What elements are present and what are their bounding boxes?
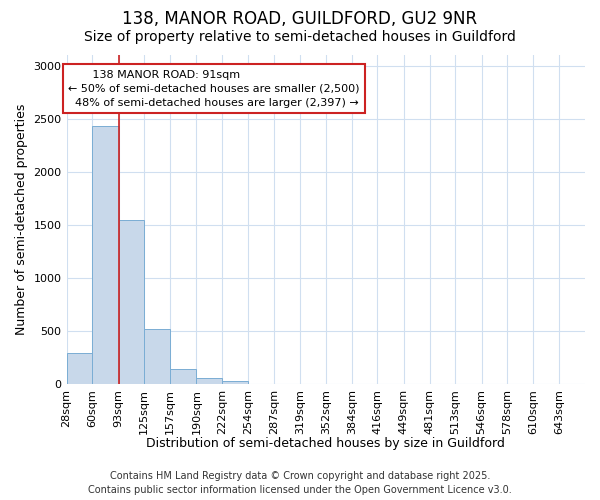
Bar bbox=[170, 370, 196, 384]
Bar bbox=[119, 220, 144, 384]
Bar bbox=[144, 329, 170, 384]
Y-axis label: Number of semi-detached properties: Number of semi-detached properties bbox=[15, 104, 28, 336]
Text: Size of property relative to semi-detached houses in Guildford: Size of property relative to semi-detach… bbox=[84, 30, 516, 44]
Text: 138 MANOR ROAD: 91sqm
← 50% of semi-detached houses are smaller (2,500)
  48% of: 138 MANOR ROAD: 91sqm ← 50% of semi-deta… bbox=[68, 70, 359, 108]
Bar bbox=[92, 126, 119, 384]
Text: Contains HM Land Registry data © Crown copyright and database right 2025.
Contai: Contains HM Land Registry data © Crown c… bbox=[88, 471, 512, 495]
Bar bbox=[67, 354, 92, 384]
Bar bbox=[196, 378, 222, 384]
Text: 138, MANOR ROAD, GUILDFORD, GU2 9NR: 138, MANOR ROAD, GUILDFORD, GU2 9NR bbox=[122, 10, 478, 28]
Bar bbox=[222, 381, 248, 384]
X-axis label: Distribution of semi-detached houses by size in Guildford: Distribution of semi-detached houses by … bbox=[146, 437, 505, 450]
